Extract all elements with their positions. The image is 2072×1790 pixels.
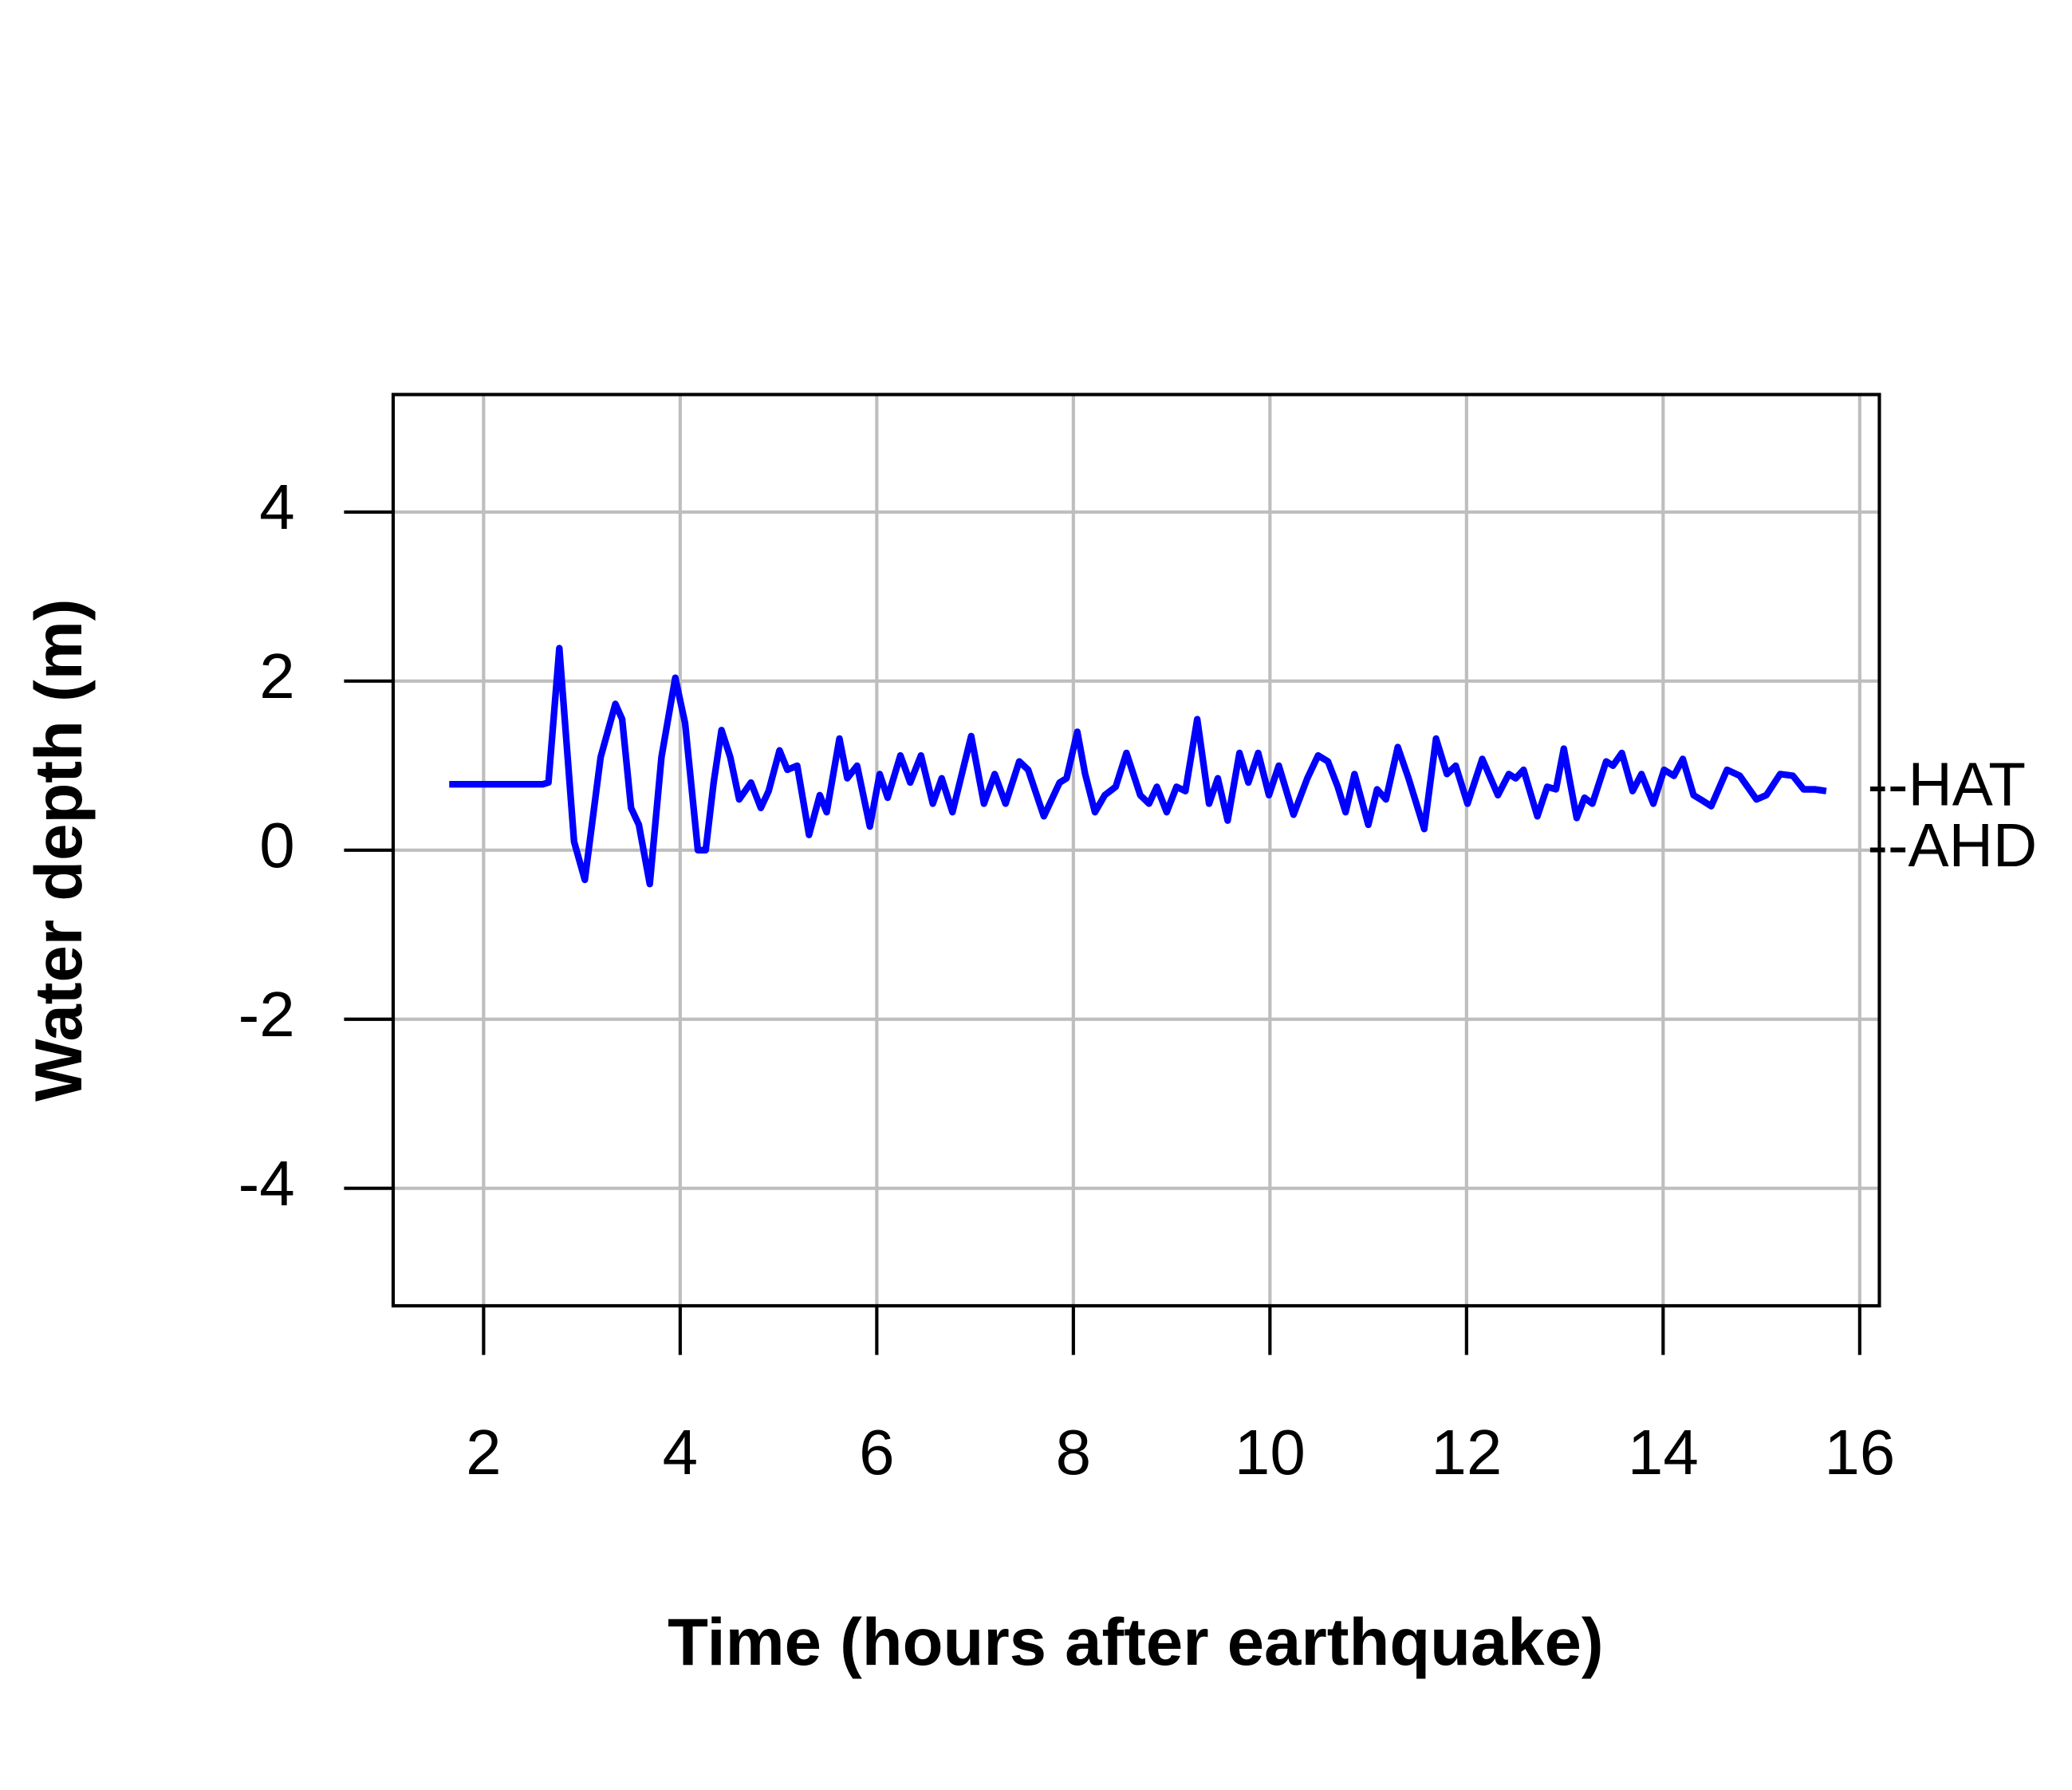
y-tick-label: 4 (259, 471, 294, 542)
x-tick-label: 2 (466, 1417, 501, 1488)
x-tick-label: 12 (1431, 1417, 1502, 1488)
x-tick-label: 10 (1235, 1417, 1306, 1488)
x-tick-label: 6 (859, 1417, 894, 1488)
y-tick-label: -4 (238, 1148, 295, 1219)
x-axis-title: Time (hours after earthquake) (668, 1605, 1604, 1679)
x-tick-label: 4 (663, 1417, 698, 1488)
y-axis-title: Water depth (m) (22, 599, 96, 1102)
x-tick-label: 16 (1824, 1417, 1895, 1488)
x-tick-label: 8 (1056, 1417, 1091, 1488)
y-tick-label: -2 (238, 979, 295, 1050)
y-tick-label: 0 (259, 810, 294, 881)
x-tick-label: 14 (1628, 1417, 1699, 1488)
y-tick-label: 2 (259, 641, 294, 712)
data-line (449, 645, 1827, 888)
annotation: --HAT (1867, 751, 2026, 819)
plot-frame (391, 392, 1881, 1308)
annotation: --AHD (1867, 812, 2037, 880)
